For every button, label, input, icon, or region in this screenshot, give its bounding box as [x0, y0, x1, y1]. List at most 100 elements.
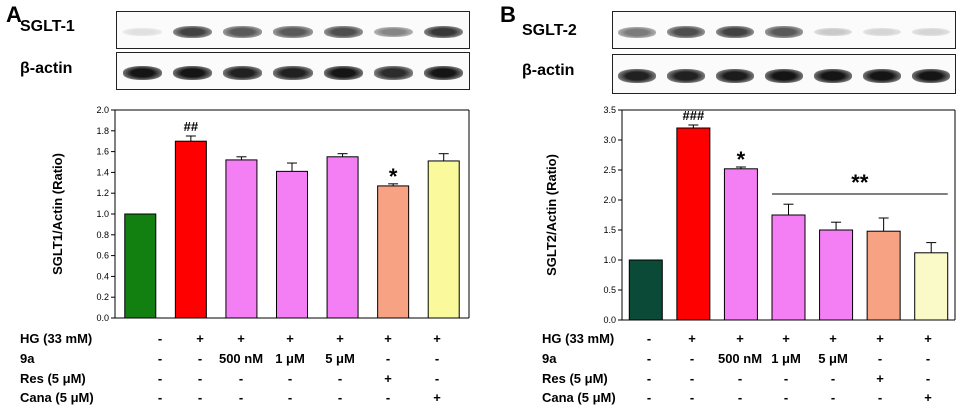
bar [427, 160, 460, 319]
blot-band [424, 66, 464, 80]
blot-band [667, 69, 706, 83]
condition-cell: + [876, 331, 884, 346]
condition-cell: - [783, 390, 789, 405]
condition-cell: - [434, 351, 440, 366]
condition-cell: - [157, 390, 163, 405]
condition-label-cana: Cana (5 μM) [20, 390, 94, 405]
blot-band [424, 25, 464, 39]
condition-cell: 1 μM [275, 351, 305, 366]
condition-cell: 5 μM [818, 351, 848, 366]
blot-band [862, 27, 901, 37]
panel-b: B SGLT-2 β-actin 0.0 0.5 1.0 1.5 2.0 2.5 3.0 3.… [484, 0, 968, 408]
condition-cell: - [689, 351, 695, 366]
blot-band [223, 66, 263, 80]
bar [914, 252, 949, 321]
condition-cell: - [157, 371, 163, 386]
y-tick-label: 2.0 [96, 105, 109, 115]
condition-cell: - [385, 351, 391, 366]
y-tick-label: 1.0 [603, 255, 616, 265]
condition-cell: 500 nM [218, 351, 264, 366]
blot-band [618, 69, 657, 83]
blot-band [373, 26, 414, 38]
condition-label-hg: HG (33 mM) [20, 331, 93, 346]
condition-cell: + [924, 390, 932, 405]
blot-band [764, 69, 804, 83]
western-blot-beta-actin [612, 54, 956, 94]
condition-cell: - [830, 390, 836, 405]
y-tick-label: 0.4 [96, 271, 109, 281]
blot-band [273, 26, 313, 38]
y-tick-label: 3.0 [603, 135, 616, 145]
condition-cell: - [689, 371, 695, 386]
blot-band [373, 66, 414, 80]
significance-label: ## [184, 119, 199, 134]
condition-label-cana: Cana (5 μM) [542, 390, 616, 405]
y-tick-label: 0.0 [603, 315, 616, 325]
y-tick-label: 0.0 [96, 313, 109, 323]
blot-band [716, 69, 755, 83]
condition-cell: + [736, 331, 744, 346]
blot-band [122, 66, 162, 80]
condition-cell: - [287, 390, 293, 405]
y-tick-label: 1.6 [96, 147, 109, 157]
bar [866, 230, 901, 321]
significance-label: * [737, 147, 746, 172]
condition-cell: - [646, 390, 652, 405]
condition-cell: - [737, 371, 743, 386]
condition-cell: - [737, 390, 743, 405]
panel-letter: A [6, 2, 22, 27]
condition-cell: + [433, 390, 441, 405]
condition-label-res: Res (5 μM) [20, 371, 86, 386]
condition-label-hg: HG (33 mM) [542, 331, 615, 346]
condition-cell: - [646, 351, 652, 366]
blot-band [813, 27, 852, 37]
blot-band [911, 69, 950, 83]
condition-cell: - [783, 371, 789, 386]
bar [124, 213, 157, 319]
condition-cell: + [196, 331, 204, 346]
y-tick-label: 0.6 [96, 251, 109, 261]
condition-cell: - [434, 371, 440, 386]
western-blot-beta-actin [116, 52, 470, 90]
blot-label-sglt1: SGLT-1 [20, 18, 75, 35]
bar-chart-sglt2: 0.0 0.5 1.0 1.5 2.0 2.5 3.0 3.5 SGLT2/Actin (Rat… [544, 105, 956, 325]
condition-cell: 500 nM [717, 351, 763, 366]
condition-cell: - [197, 390, 203, 405]
y-tick-label: 1.8 [96, 126, 109, 136]
blot-label-sglt2: SGLT-2 [522, 22, 577, 39]
blot-band [223, 26, 263, 38]
bar [377, 185, 410, 319]
western-blot-sglt2 [612, 11, 956, 49]
condition-cell: - [197, 351, 203, 366]
bar-chart-sglt1: 0.0 0.2 0.4 0.6 0.8 1.0 1.2 1.4 1.6 1.8 2.0 SGLT1/A… [50, 105, 470, 323]
condition-cell: + [384, 371, 392, 386]
y-tick-label: 2.5 [603, 165, 616, 175]
condition-label-9a: 9a [542, 351, 557, 366]
significance-label: ### [683, 108, 705, 123]
significance-label: * [389, 164, 398, 189]
condition-cell: - [157, 331, 163, 346]
condition-cell: - [337, 390, 343, 405]
panel-a: A SGLT-1 β-actin 0.0 0.2 0.4 0.6 0.8 1.0 1.2 1.… [6, 2, 470, 405]
condition-cell: - [287, 371, 293, 386]
y-tick-label: 1.2 [96, 188, 109, 198]
blot-band [764, 26, 804, 38]
condition-label-9a: 9a [20, 351, 35, 366]
panel-letter: B [500, 2, 516, 27]
bar [723, 168, 758, 321]
condition-cell: - [830, 371, 836, 386]
western-blot-sglt1 [116, 11, 470, 49]
condition-cell: + [384, 331, 392, 346]
significance-label: ** [851, 170, 869, 195]
condition-cell: + [433, 331, 441, 346]
y-axis-label: SGLT1/Actin (Ratio) [50, 153, 65, 275]
bar [225, 159, 258, 319]
condition-label-res: Res (5 μM) [542, 371, 608, 386]
condition-cell: + [924, 331, 932, 346]
blot-label-beta-actin: β-actin [20, 60, 73, 77]
condition-cell: - [689, 390, 695, 405]
condition-cell: - [646, 371, 652, 386]
bar [676, 127, 711, 321]
condition-cell: - [238, 390, 244, 405]
blot-band [323, 25, 363, 39]
